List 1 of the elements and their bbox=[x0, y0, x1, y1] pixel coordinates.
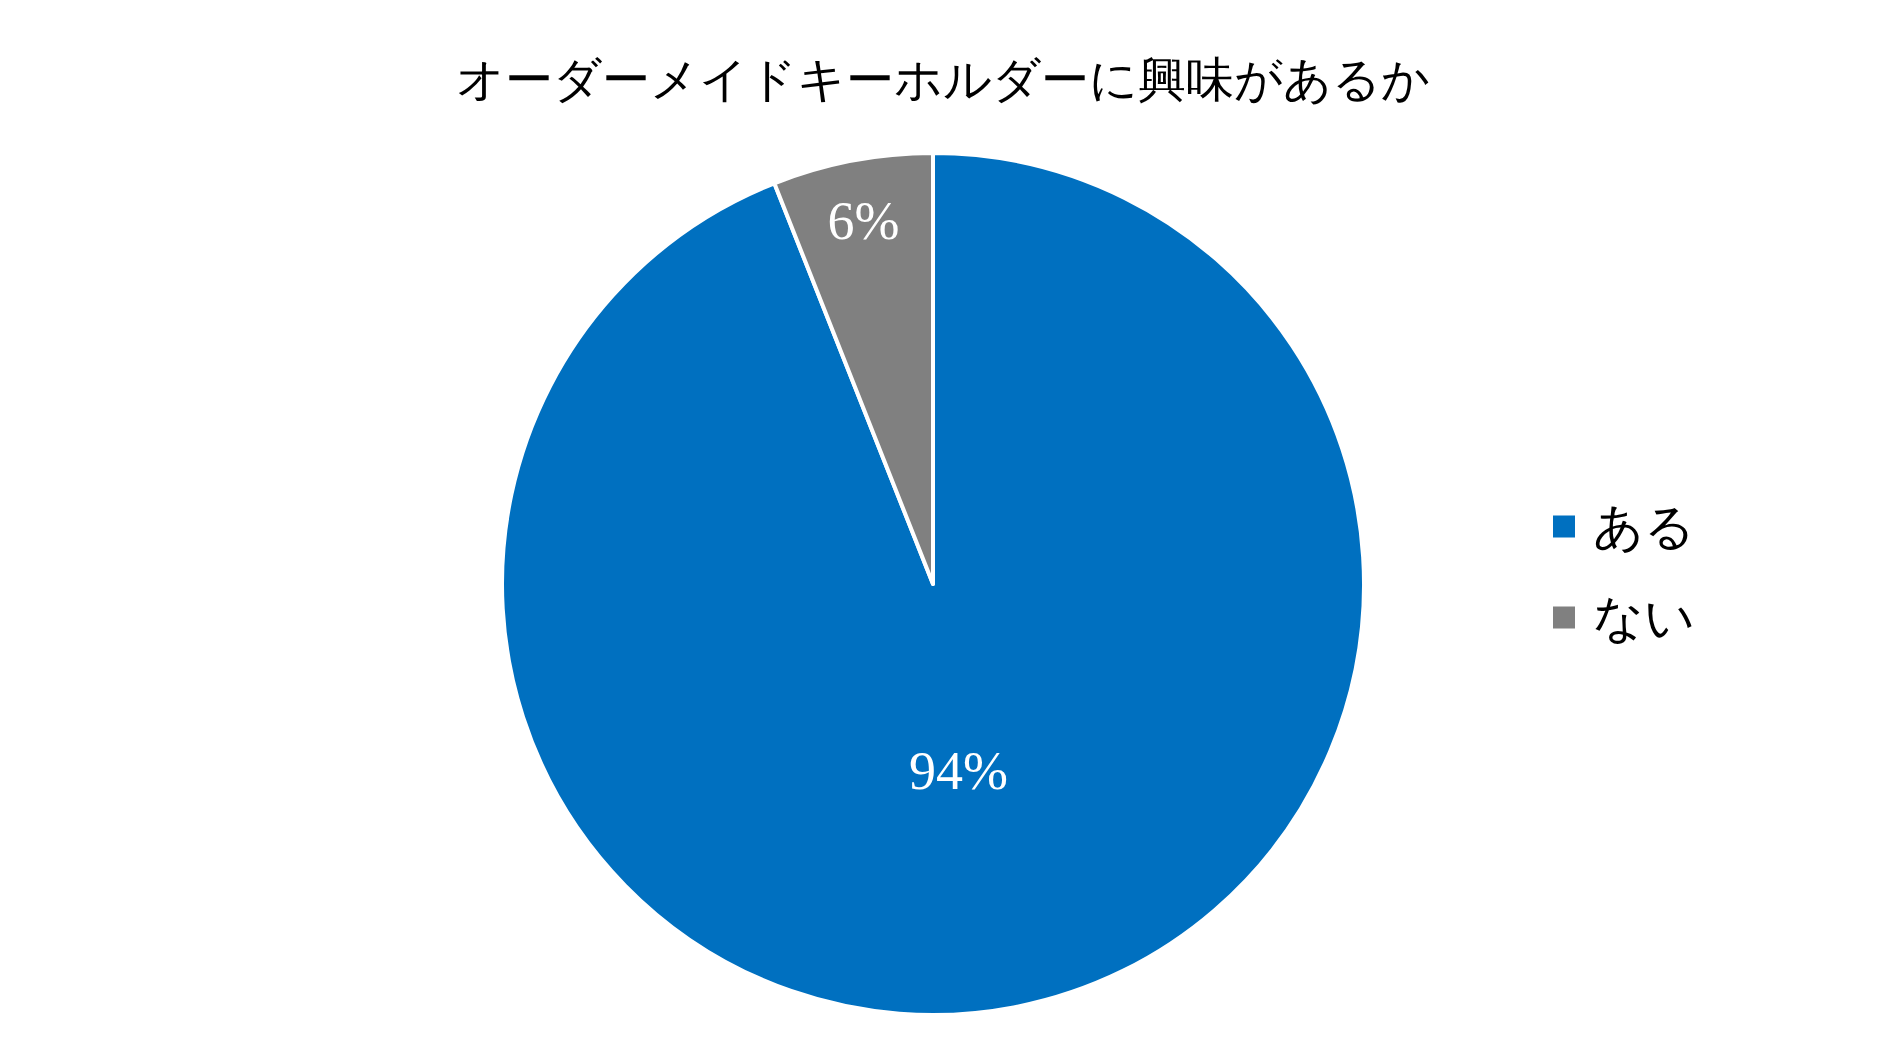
chart-title: オーダーメイドキーホルダーに興味があるか bbox=[456, 53, 1430, 106]
